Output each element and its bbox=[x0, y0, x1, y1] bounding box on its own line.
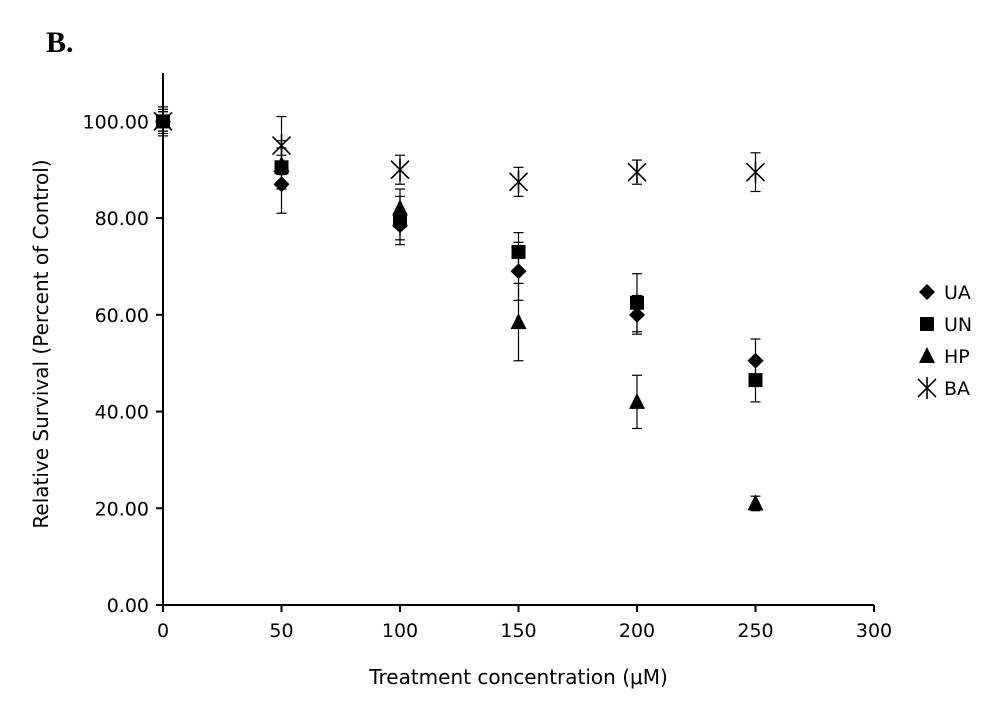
panel-label: B. bbox=[46, 26, 74, 59]
y-tick-label: 0.00 bbox=[107, 595, 149, 617]
marker-ba bbox=[508, 170, 529, 193]
x-tick-label: 50 bbox=[269, 620, 293, 642]
x-tick-label: 150 bbox=[500, 620, 536, 642]
legend-label-hp: HP bbox=[944, 346, 970, 368]
x-tick-label: 100 bbox=[382, 620, 418, 642]
y-tick-label: 80.00 bbox=[95, 208, 149, 230]
legend-label-ua: UA bbox=[944, 282, 971, 304]
marker-hp bbox=[510, 313, 527, 330]
legend-marker-un bbox=[920, 317, 934, 331]
legend-marker-ua bbox=[919, 284, 935, 300]
data-markers bbox=[153, 110, 766, 511]
marker-un bbox=[511, 244, 526, 259]
marker-un bbox=[748, 373, 763, 388]
marker-ua bbox=[629, 306, 645, 323]
x-axis-title: Treatment concentration (μM) bbox=[368, 665, 668, 689]
marker-hp bbox=[392, 199, 408, 216]
axes: 0.00 20.00 40.00 60.00 80.00 100.00 0 50 100 150 2… bbox=[83, 73, 892, 642]
marker-hp bbox=[747, 494, 764, 511]
marker-ba bbox=[390, 158, 410, 181]
y-tick-label: 40.00 bbox=[95, 402, 149, 424]
marker-un bbox=[393, 213, 407, 228]
y-tick-label: 60.00 bbox=[95, 305, 149, 327]
marker-ua bbox=[510, 263, 527, 280]
marker-ua bbox=[747, 352, 764, 369]
marker-hp bbox=[629, 392, 645, 409]
y-tick-label: 20.00 bbox=[95, 498, 149, 520]
legend-label-ba: BA bbox=[944, 378, 970, 400]
x-tick-label: 0 bbox=[157, 620, 169, 642]
legend-label-un: UN bbox=[944, 314, 972, 336]
marker-ba bbox=[271, 134, 292, 157]
legend: UA UN HP BA bbox=[917, 282, 972, 400]
marker-ba bbox=[153, 110, 173, 133]
marker-hp bbox=[273, 155, 290, 172]
legend-marker-hp bbox=[919, 347, 935, 363]
marker-un bbox=[630, 295, 644, 310]
x-tick-label: 250 bbox=[737, 620, 773, 642]
error-bars bbox=[158, 106, 761, 512]
x-tick-label: 200 bbox=[619, 620, 655, 642]
marker-ua bbox=[273, 176, 290, 193]
legend-marker-ba bbox=[917, 377, 937, 399]
marker-ba bbox=[745, 161, 766, 184]
x-tick-label: 300 bbox=[856, 620, 892, 642]
marker-ba bbox=[627, 161, 647, 184]
y-tick-label: 100.00 bbox=[83, 111, 149, 133]
y-axis-title: Relative Survival (Percent of Control) bbox=[29, 159, 53, 528]
